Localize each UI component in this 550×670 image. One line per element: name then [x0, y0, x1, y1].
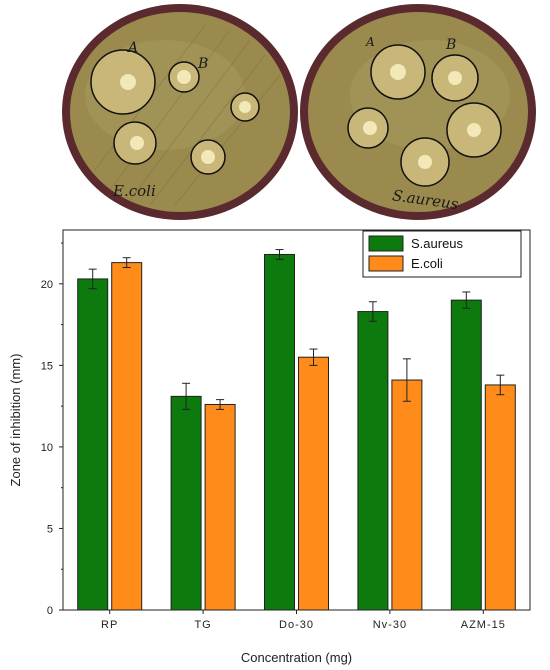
bar-chart: 0 5 10 15 20 RP TG Do-30 Nv-30 AZM-15 Zone of in… [8, 229, 531, 665]
plate-organism-label-ecoli: E.coli [112, 182, 156, 200]
disc-label-A-saureus: A [365, 35, 375, 49]
bar-saureus-tg [170, 395, 202, 611]
disc-ecoli-4 [113, 121, 157, 165]
error-bar [88, 268, 97, 290]
legend-label-ecoli: E.coli [411, 256, 443, 271]
bar-saureus-nv-30 [357, 311, 389, 611]
y-tick-label: 10 [41, 442, 53, 454]
error-bar [122, 257, 131, 269]
legend: S.aureus E.coli [362, 230, 522, 278]
plate-ecoli: A B E.coli [62, 4, 298, 220]
x-tick-label: Do-30 [279, 619, 314, 631]
disc-A-ecoli [90, 49, 156, 115]
legend-label-saureus: S.aureus [411, 236, 464, 251]
plate-saureus: A B S.aureus [300, 4, 536, 220]
disc-label-B-ecoli: B [197, 56, 208, 72]
bar-saureus-do-30 [264, 253, 295, 611]
error-bar [462, 291, 471, 309]
y-tick-label: 0 [47, 605, 53, 617]
error-bar [182, 382, 191, 410]
y-axis-title: Zone of inhibition (mm) [8, 354, 23, 487]
legend-swatch-ecoli [368, 255, 404, 272]
y-axis: 0 5 10 15 20 [41, 242, 63, 617]
disc-ecoli-5 [190, 139, 226, 175]
y-tick-label: 20 [41, 279, 53, 291]
bar-ecoli-nv-30 [391, 379, 423, 611]
error-bar [496, 374, 505, 396]
x-tick-label: Nv-30 [373, 619, 407, 631]
bar-ecoli-tg [204, 404, 236, 611]
x-tick-label: AZM-15 [461, 619, 506, 631]
error-bar [402, 358, 411, 402]
disc-saureus-3 [347, 107, 389, 149]
disc-label-A-ecoli: A [126, 40, 138, 56]
x-tick-label: TG [194, 619, 211, 631]
legend-swatch-saureus [368, 235, 404, 252]
error-bar [368, 301, 377, 322]
disc-label-B-saureus: B [445, 37, 456, 53]
x-tick-label: RP [101, 619, 118, 631]
bar-ecoli-azm-15 [484, 384, 516, 611]
bar-saureus-rp [77, 278, 109, 611]
disc-ecoli-3 [230, 92, 260, 122]
error-bar [216, 399, 225, 410]
disc-B-saureus [431, 54, 479, 102]
x-axis-title: Concentration (mg) [241, 650, 352, 665]
error-bars [88, 249, 505, 410]
y-tick-label: 5 [47, 523, 53, 535]
error-bar [309, 348, 318, 366]
bar-ecoli-rp [111, 262, 143, 611]
error-bar [275, 249, 284, 260]
bar-saureus-azm-15 [450, 299, 482, 611]
y-tick-label: 15 [41, 360, 53, 372]
x-axis: RP TG Do-30 Nv-30 AZM-15 [101, 610, 506, 631]
agar-plate-photo: A B E.coli A B S.aureus [0, 0, 550, 222]
disc-saureus-4 [446, 102, 502, 158]
disc-B-ecoli [168, 61, 200, 93]
bar-ecoli-do-30 [298, 356, 329, 611]
disc-A-saureus [370, 44, 426, 100]
bars [77, 253, 516, 611]
disc-saureus-5 [400, 137, 450, 187]
